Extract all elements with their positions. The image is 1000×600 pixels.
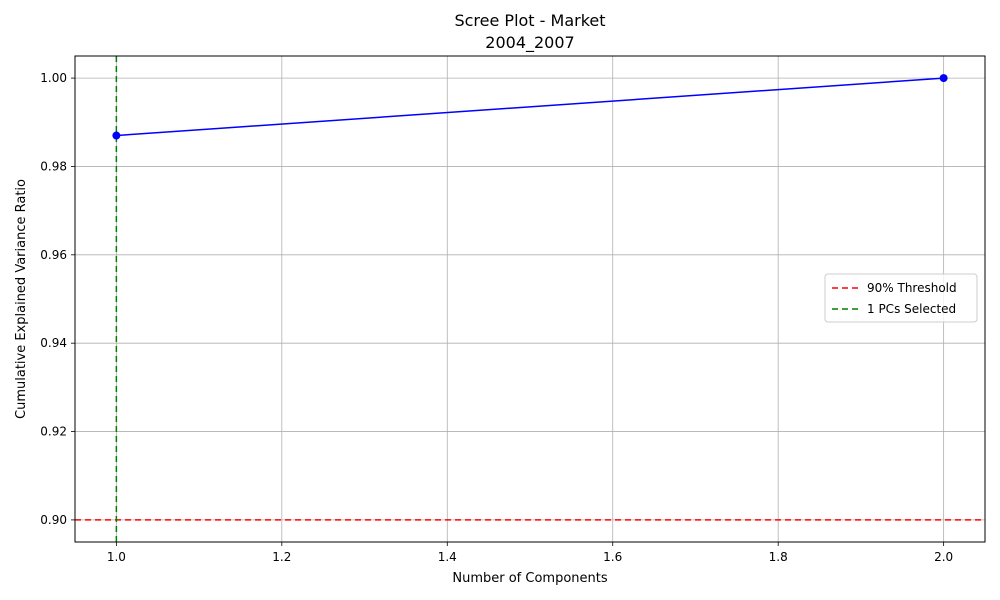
y-tick-label: 0.92 — [40, 425, 67, 439]
x-tick-label: 1.0 — [107, 550, 126, 564]
data-point — [939, 74, 948, 83]
legend-label: 90% Threshold — [867, 281, 957, 295]
x-axis-label: Number of Components — [452, 571, 607, 586]
y-tick-label: 0.94 — [40, 336, 67, 350]
x-axis-ticks: 1.0 1.2 1.4 1.6 1.8 2.0 — [107, 542, 953, 564]
x-tick-label: 1.4 — [438, 550, 457, 564]
x-tick-label: 1.8 — [769, 550, 788, 564]
y-tick-label: 0.98 — [40, 159, 67, 173]
x-tick-label: 1.2 — [272, 550, 291, 564]
x-tick-label: 2.0 — [934, 550, 953, 564]
chart-title-line-2: 2004_2007 — [485, 33, 574, 53]
y-axis-label: Cumulative Explained Variance Ratio — [14, 179, 29, 419]
legend-label: 1 PCs Selected — [867, 302, 956, 316]
y-tick-label: 0.96 — [40, 248, 67, 262]
data-point — [112, 131, 121, 140]
plot-frame — [74, 55, 986, 543]
y-tick-label: 0.90 — [40, 513, 67, 527]
y-axis-ticks: 0.90 0.92 0.94 0.96 0.98 1.00 — [40, 71, 75, 527]
chart-title-line-1: Scree Plot - Market — [454, 11, 605, 30]
grid — [75, 56, 985, 542]
legend: 90% Threshold 1 PCs Selected — [824, 273, 978, 323]
x-tick-label: 1.6 — [603, 550, 622, 564]
legend-box — [824, 273, 978, 323]
series — [112, 74, 948, 140]
series-line — [116, 77, 944, 137]
y-tick-label: 1.00 — [40, 71, 67, 85]
